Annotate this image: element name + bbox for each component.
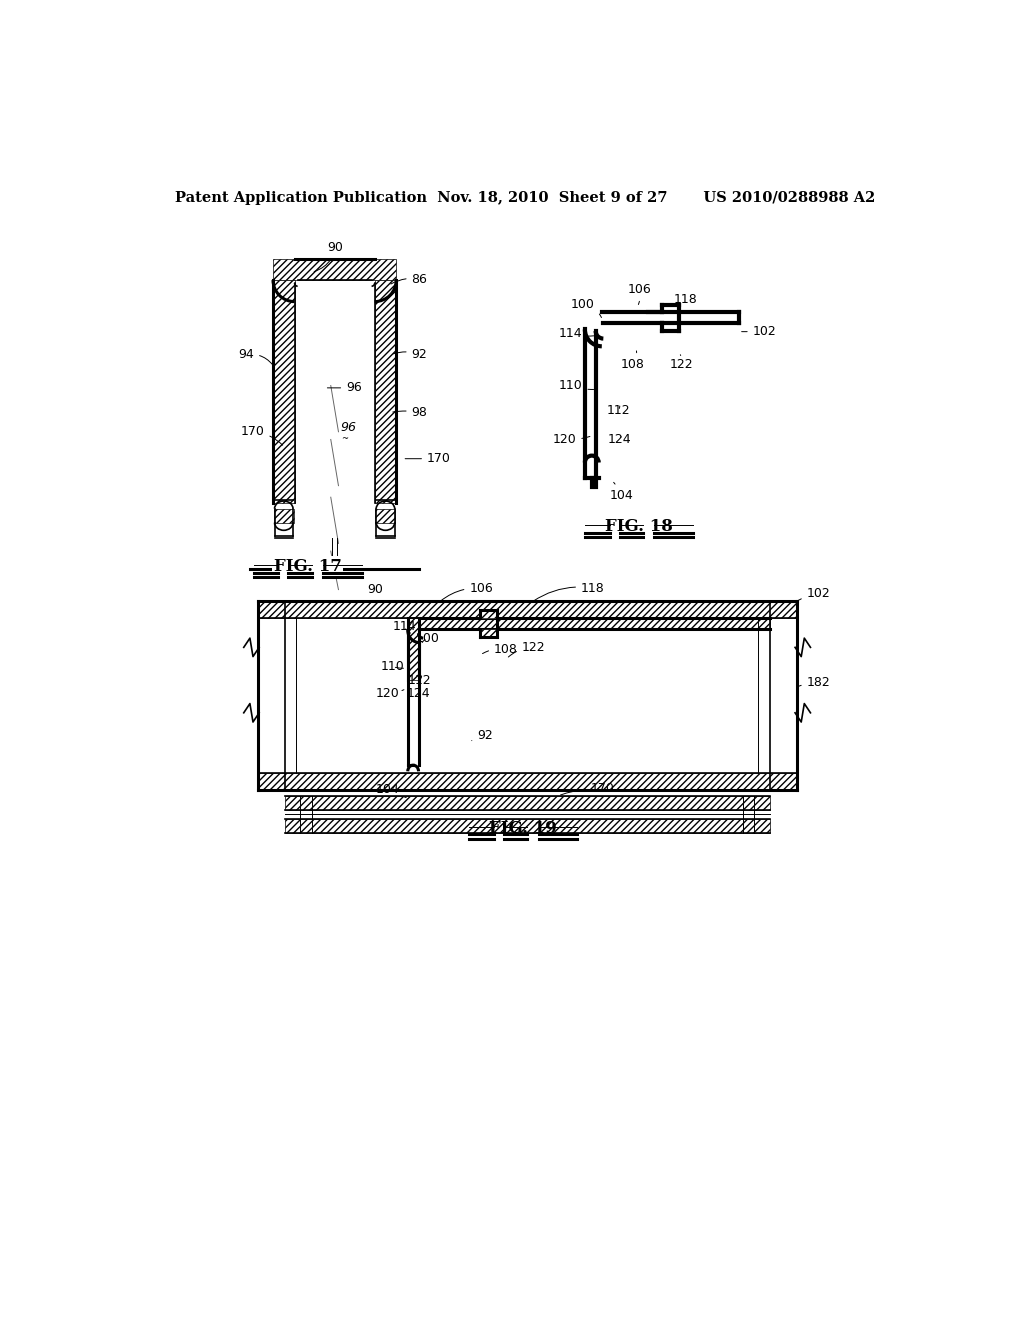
Text: FIG. 17: FIG. 17 xyxy=(273,558,342,576)
Text: FIG. 18: FIG. 18 xyxy=(605,517,673,535)
Text: 110: 110 xyxy=(381,660,404,673)
Bar xyxy=(419,618,770,628)
Text: 124: 124 xyxy=(407,686,430,700)
Text: 122: 122 xyxy=(670,355,693,371)
Text: 108: 108 xyxy=(482,643,518,656)
Text: 104: 104 xyxy=(376,783,407,797)
Text: 102: 102 xyxy=(741,325,776,338)
Text: FIG. 19: FIG. 19 xyxy=(489,820,557,837)
Text: 112: 112 xyxy=(606,404,630,417)
Bar xyxy=(375,280,396,503)
Text: 106: 106 xyxy=(440,582,494,601)
Text: 100: 100 xyxy=(416,631,439,644)
Text: Patent Application Publication  Nov. 18, 2010  Sheet 9 of 27       US 2010/02889: Patent Application Publication Nov. 18, … xyxy=(175,191,874,206)
Text: 170: 170 xyxy=(406,453,451,465)
Text: 122: 122 xyxy=(508,640,546,657)
Text: 120: 120 xyxy=(553,433,590,446)
Text: 94: 94 xyxy=(239,348,272,364)
Text: 112: 112 xyxy=(408,675,431,686)
Text: 118: 118 xyxy=(674,293,697,313)
Text: 92: 92 xyxy=(472,730,493,742)
Text: 96: 96 xyxy=(341,421,356,434)
Text: 102: 102 xyxy=(797,587,830,601)
Text: 100: 100 xyxy=(571,298,601,318)
Text: 90: 90 xyxy=(314,242,344,272)
Text: 108: 108 xyxy=(621,351,645,371)
Bar xyxy=(285,818,770,833)
Text: 86: 86 xyxy=(391,273,427,286)
Text: 98: 98 xyxy=(393,407,427,418)
Text: 182: 182 xyxy=(797,676,830,689)
Text: ~: ~ xyxy=(341,434,348,444)
Text: 114: 114 xyxy=(559,327,594,341)
Text: 96: 96 xyxy=(328,381,361,395)
Bar xyxy=(480,628,497,636)
Bar xyxy=(273,259,396,280)
Text: 92: 92 xyxy=(393,348,427,362)
Text: 104: 104 xyxy=(609,482,633,502)
Bar xyxy=(480,610,497,618)
Text: 106: 106 xyxy=(628,282,651,305)
Text: 114: 114 xyxy=(392,620,416,634)
Bar xyxy=(376,508,395,523)
Text: 90: 90 xyxy=(368,583,386,602)
Bar xyxy=(273,508,294,523)
Bar xyxy=(273,280,295,503)
Bar xyxy=(258,601,797,618)
Bar xyxy=(285,796,770,810)
Bar xyxy=(258,774,797,789)
Text: 118: 118 xyxy=(534,582,605,601)
Text: 124: 124 xyxy=(608,433,632,446)
Text: 170: 170 xyxy=(560,781,614,795)
Text: 110: 110 xyxy=(559,379,594,392)
Bar xyxy=(408,618,419,680)
Text: 120: 120 xyxy=(376,686,403,700)
Text: 170: 170 xyxy=(241,425,283,445)
Bar xyxy=(480,610,497,619)
